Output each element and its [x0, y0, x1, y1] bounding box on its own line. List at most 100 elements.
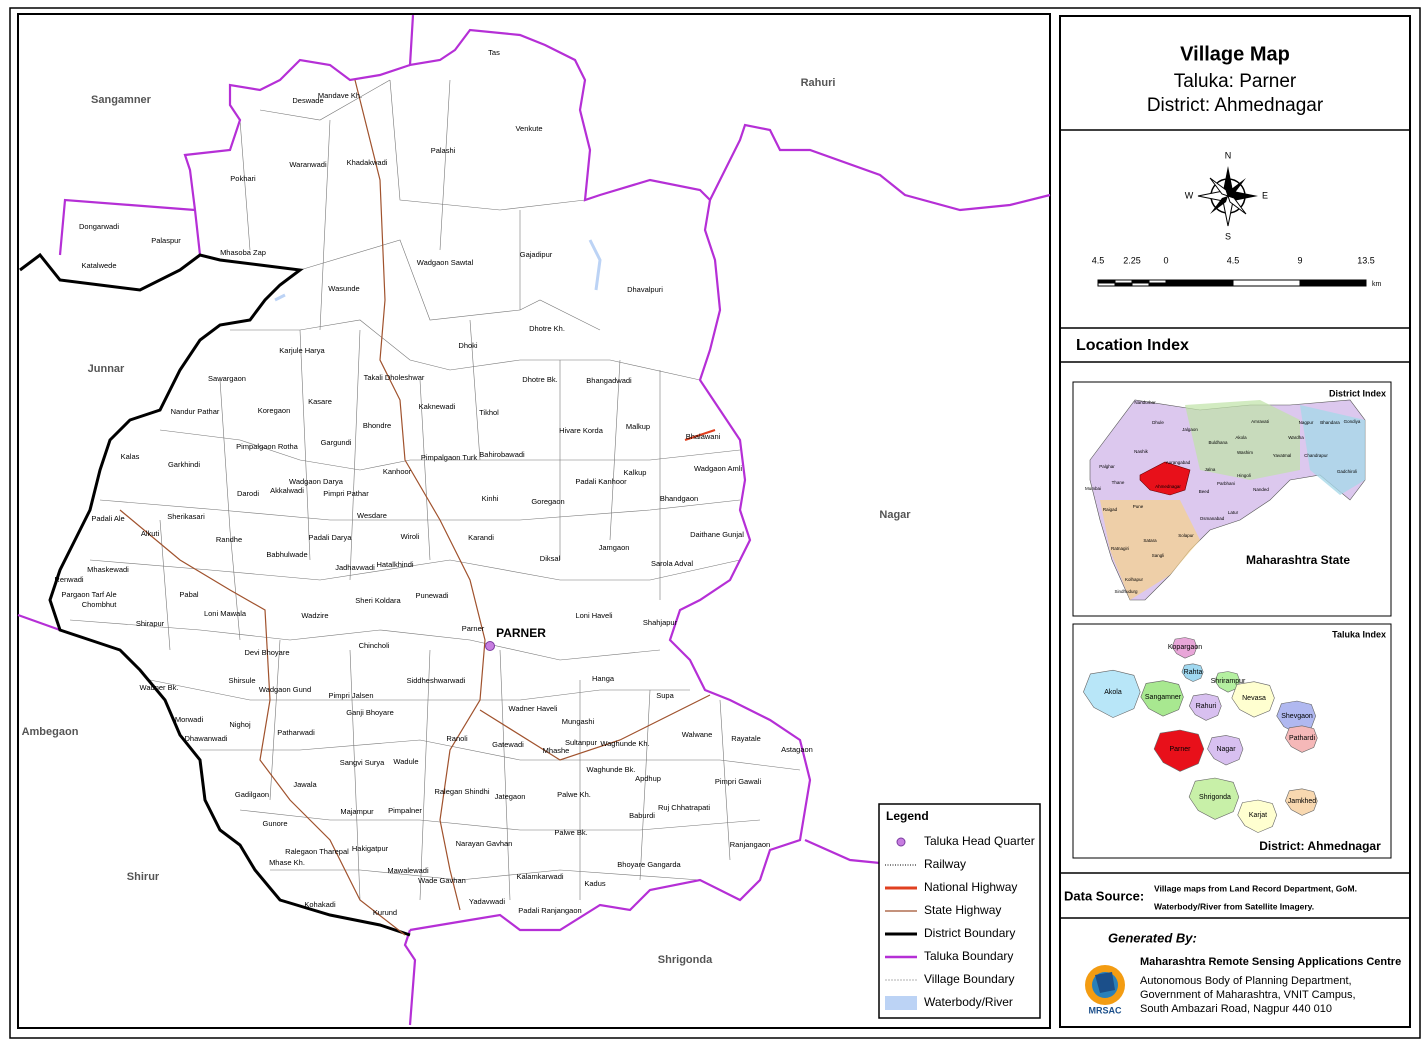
- village-label: Wadgaon Darya: [289, 477, 344, 486]
- taluka-shape: [1083, 669, 1141, 718]
- village-label: Renwadi: [54, 575, 84, 584]
- neighbor-taluka: Sangamner: [91, 94, 152, 106]
- taluka-boundary: [17, 58, 1051, 1026]
- district-label: Raigad: [1103, 507, 1118, 512]
- village-label: Chombhut: [82, 600, 118, 609]
- village-label: Nandur Pathar: [171, 407, 220, 416]
- taluka-label: Shevgaon: [1281, 713, 1313, 720]
- taluka-index-box: [1072, 623, 1392, 859]
- district-label: Nagpur: [1299, 420, 1314, 425]
- taluka-shape: [1214, 671, 1241, 693]
- village-label: Padali Ranjangaon: [518, 906, 581, 915]
- village-label: Gajadipur: [520, 250, 553, 259]
- village-label: Rayatale: [731, 734, 761, 743]
- village-label: Bhondre: [363, 421, 391, 430]
- village-label: Yadavwadi: [469, 897, 505, 906]
- village-label: Ruj Chhatrapati: [658, 803, 710, 812]
- village-label: Gadilgaon: [235, 790, 269, 799]
- village-label: Shirsule: [228, 676, 255, 685]
- village-label: Dhotre Bk.: [522, 375, 557, 384]
- district-index-box: [1072, 381, 1392, 617]
- district-label: Jalna: [1205, 467, 1216, 472]
- village-label: Astagaon: [781, 745, 813, 754]
- scale-label: 4.5: [1092, 255, 1105, 265]
- taluka-shape: [1171, 637, 1198, 659]
- village-label: Nighoj: [229, 720, 251, 729]
- taluka-label: Shrigonda: [1199, 794, 1231, 801]
- village-label: Goregaon: [531, 497, 564, 506]
- data-source-text: Village maps from Land Record Department…: [1154, 883, 1357, 893]
- village-label: Wadgaon Sawtal: [417, 258, 474, 267]
- village-label: Mhaskewadi: [87, 565, 129, 574]
- village-label: Dhavalpuri: [627, 285, 663, 294]
- village-label: Akkalwadi: [270, 486, 304, 495]
- village-label: Palashi: [431, 146, 456, 155]
- village-label: Wadner Bk.: [140, 683, 179, 692]
- village-label: Alkuti: [141, 529, 160, 538]
- district-label: Amravati: [1251, 419, 1269, 424]
- village-label: Pimpalgaon Rotha: [236, 442, 299, 451]
- village-label: Patharwadi: [277, 728, 315, 737]
- village-label: Baburdi: [629, 811, 655, 820]
- village-label: Wadner Haveli: [509, 704, 558, 713]
- village-label: Kalamkarwadi: [516, 872, 563, 881]
- region: [1300, 405, 1365, 495]
- village-label: Pimpri Jalsen: [328, 691, 373, 700]
- village-label: Padali Kanhoor: [575, 477, 627, 486]
- village-label: Mungashi: [562, 717, 595, 726]
- village-label: Tikhol: [479, 408, 499, 417]
- village-label: Pimpri Pathar: [323, 489, 369, 498]
- taluka-boundary: [408, 14, 812, 932]
- village-label: Dhotre Kh.: [529, 324, 565, 333]
- district-label: Akola: [1235, 435, 1247, 440]
- district-label: Gondiya: [1344, 419, 1361, 424]
- village-label: Sangvi Surya: [340, 758, 385, 767]
- village-label: Padali Ale: [91, 514, 124, 523]
- village-label: Dongarwadi: [79, 222, 119, 231]
- village-label: Mhashe: [543, 746, 570, 755]
- village-label: Hatalkhindi: [376, 560, 413, 569]
- neighbor-taluka: Junnar: [88, 363, 125, 375]
- legend-item: Village Boundary: [924, 972, 1015, 986]
- village-label: Kaknewadi: [419, 402, 456, 411]
- village-label: Padali Darya: [309, 533, 353, 542]
- village-label: Wade Gavhan: [418, 876, 466, 885]
- headquarter-label: PARNER: [496, 626, 546, 640]
- village-label: Ranoli: [446, 734, 468, 743]
- org-name: Maharashtra Remote Sensing Applications …: [1140, 956, 1401, 968]
- neighbor-taluka: Shirur: [127, 871, 160, 883]
- compass-rose: [1197, 166, 1258, 227]
- taluka-label: Rahta: [1184, 669, 1203, 676]
- village-label: Ranjangaon: [730, 840, 770, 849]
- district-label: Kolhapur: [1125, 577, 1144, 582]
- taluka-label: Parner: [1169, 746, 1191, 753]
- village-label: Khadakwadi: [347, 158, 388, 167]
- district-label: Sindhudurg: [1114, 589, 1138, 594]
- taluka-shape: [1237, 799, 1278, 833]
- scale-label: 13.5: [1357, 255, 1375, 265]
- scale-label: 9: [1297, 255, 1302, 265]
- village-label: Waghunde Bk.: [587, 765, 636, 774]
- scale-label: 4.5: [1227, 255, 1240, 265]
- scale-unit: km: [1372, 281, 1382, 288]
- logo-text: MRSAC: [1089, 1005, 1122, 1015]
- national-highway: [684, 429, 716, 441]
- taluka-shape: [1140, 680, 1184, 717]
- village-label: Kanhoor: [383, 467, 412, 476]
- village-label: Loni Haveli: [575, 611, 612, 620]
- village-label: Garkhindi: [168, 460, 200, 469]
- village-label: Tas: [488, 48, 500, 57]
- village-label: Kalkup: [624, 468, 647, 477]
- district-label: Sangli: [1152, 553, 1165, 558]
- village-label: Sheri Koldara: [355, 596, 401, 605]
- legend-title: Legend: [886, 809, 929, 823]
- taluka-label: Karjat: [1249, 812, 1267, 819]
- village-label: Walwane: [682, 730, 713, 739]
- village-label: Diksal: [540, 554, 561, 563]
- index-title: Taluka Index: [1332, 629, 1386, 639]
- district-label: Satara: [1143, 538, 1157, 543]
- taluka-label: Shrirampur: [1211, 678, 1246, 685]
- village-label: Ralegaon Tharepal: [285, 847, 349, 856]
- taluka-headquarter: [485, 641, 495, 651]
- village-label: Mandave Kh.: [318, 91, 362, 100]
